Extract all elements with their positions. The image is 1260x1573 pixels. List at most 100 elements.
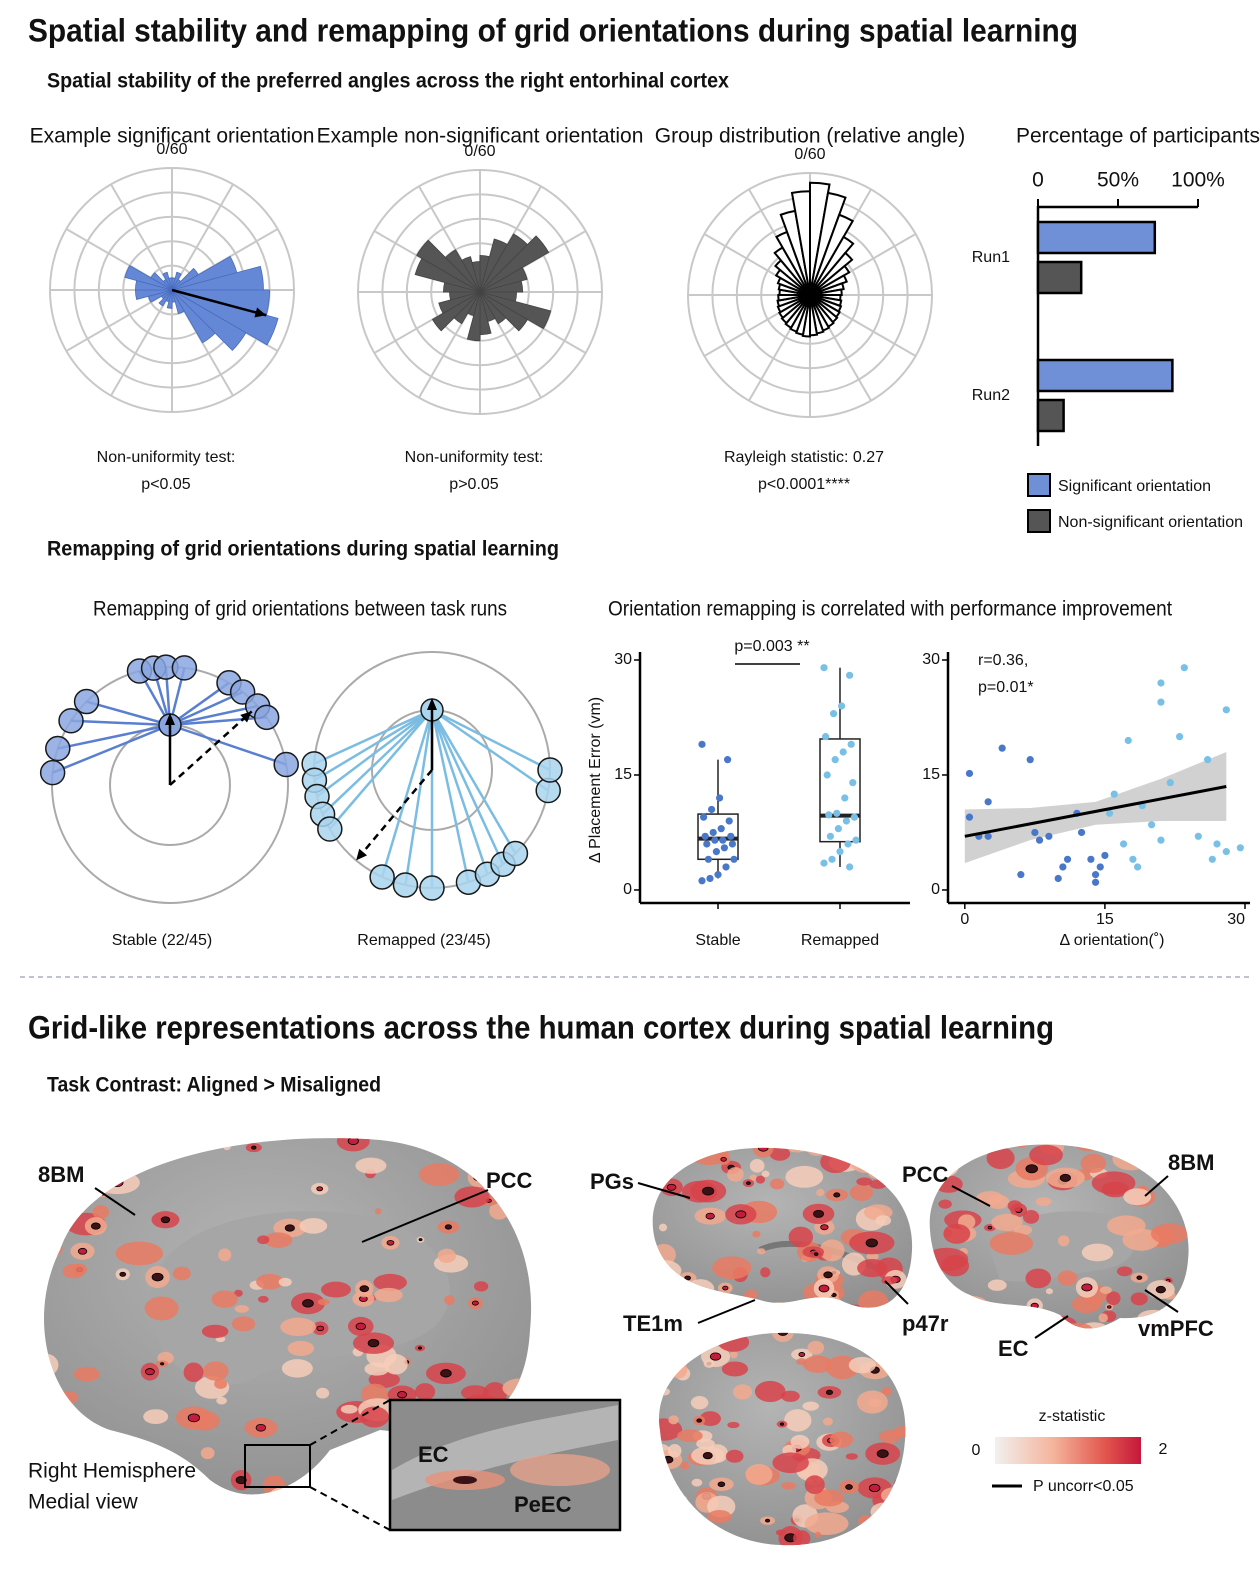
data-point xyxy=(841,794,849,802)
data-point xyxy=(698,740,706,748)
activation-blob xyxy=(712,1256,752,1280)
orientation-point xyxy=(537,757,563,783)
data-point xyxy=(1063,855,1072,863)
y-tick-label: 30 xyxy=(922,651,940,668)
polar-caption: Non-uniformity test: xyxy=(97,449,236,466)
remap-line xyxy=(430,709,489,875)
rose-petal xyxy=(777,294,811,302)
polar-caption: p>0.05 xyxy=(449,476,498,493)
activation-blob xyxy=(772,1452,809,1474)
activation-peak xyxy=(440,1369,452,1378)
inset-connector xyxy=(309,1399,391,1446)
activation-blob xyxy=(856,1177,873,1186)
activation-peak xyxy=(865,1238,878,1248)
data-point xyxy=(1157,698,1165,706)
remap-line xyxy=(57,723,171,750)
activation-blob xyxy=(334,1464,369,1488)
rose-petal xyxy=(471,261,481,293)
activation-peak xyxy=(823,1271,833,1279)
rose-petal xyxy=(776,294,811,308)
activation-blob xyxy=(802,1355,833,1373)
activation-blob xyxy=(856,1390,888,1414)
activation-blob xyxy=(1073,1144,1102,1152)
activation-blob xyxy=(849,1184,874,1201)
rose-petal xyxy=(777,294,811,320)
data-point xyxy=(717,825,725,833)
region-label: PCC xyxy=(902,1162,949,1187)
data-point xyxy=(1204,756,1212,764)
colorbar-min: 0 xyxy=(972,1442,981,1459)
activation-blob xyxy=(1057,1235,1070,1247)
remap-line xyxy=(404,709,434,886)
brain-lateral xyxy=(652,1147,913,1308)
activation-peak xyxy=(798,1352,806,1357)
activation-blob xyxy=(771,1332,794,1342)
activation-blob xyxy=(234,1289,243,1297)
data-point xyxy=(703,840,711,848)
activation-blob xyxy=(816,1188,825,1197)
data-point xyxy=(1166,779,1174,787)
activation-blob xyxy=(183,1362,204,1383)
activation-peak xyxy=(820,1224,829,1231)
activation-blob xyxy=(781,1482,796,1490)
figure-title: Spatial stability and remapping of grid … xyxy=(28,12,1078,48)
rose-petal xyxy=(479,291,552,330)
activation-peak xyxy=(473,1173,485,1182)
region-label: TE1m xyxy=(623,1311,683,1336)
activation-blob xyxy=(987,1279,1007,1291)
activation-blob xyxy=(677,1429,703,1443)
activation-blob xyxy=(317,1298,330,1306)
activation-peak xyxy=(111,1178,124,1188)
data-point xyxy=(1101,851,1109,860)
activation-blob xyxy=(828,1304,845,1308)
activation-peak xyxy=(1059,1173,1071,1182)
data-point xyxy=(712,848,721,856)
y-tick-label: Run1 xyxy=(972,249,1010,266)
activation-blob xyxy=(1112,1147,1150,1171)
data-point xyxy=(839,748,847,756)
activation-blob xyxy=(797,1147,814,1152)
activation-blob xyxy=(755,1175,766,1184)
data-point xyxy=(714,871,722,879)
activation-blob xyxy=(461,1385,489,1401)
bar xyxy=(1036,358,1174,393)
orientation-point xyxy=(273,751,299,778)
activation-blob xyxy=(976,1191,1004,1206)
activation-blob xyxy=(814,1531,822,1538)
activation-peak xyxy=(119,1271,127,1277)
activation-blob xyxy=(1106,1291,1121,1306)
activation-blob xyxy=(502,1378,532,1398)
legend-label: P uncorr<0.05 xyxy=(1033,1478,1134,1495)
leader-line xyxy=(1034,1315,1069,1339)
polar-top-label: 0/60 xyxy=(156,141,187,158)
data-point xyxy=(1031,828,1039,837)
x-tick-label: 100% xyxy=(1171,169,1225,192)
activation-peak xyxy=(160,1362,165,1366)
rose-petal xyxy=(809,282,845,296)
activation-blob xyxy=(707,1510,732,1524)
activation-blob xyxy=(904,1396,906,1403)
activation-peak xyxy=(418,1238,423,1242)
activation-blob xyxy=(749,1174,758,1181)
activation-blob xyxy=(1007,1200,1023,1212)
activation-peak xyxy=(833,1192,841,1198)
orientation-point xyxy=(369,864,395,890)
activation-peak xyxy=(668,1164,673,1168)
activation-blob xyxy=(793,1530,811,1546)
activation-peak xyxy=(255,1423,267,1432)
activation-blob xyxy=(44,1353,59,1377)
activation-blob xyxy=(1063,1322,1094,1329)
rose-petal xyxy=(416,239,481,293)
section-subtitle: Remapping of grid orientations during sp… xyxy=(47,538,559,561)
orientation-point xyxy=(253,704,280,731)
orientation-point xyxy=(502,840,529,867)
activation-blob xyxy=(257,1235,270,1245)
orientation-point xyxy=(392,872,419,898)
activation-blob xyxy=(822,1417,833,1426)
activation-peak xyxy=(187,1413,201,1423)
activation-blob xyxy=(814,1489,845,1507)
colorbar-title: z-statistic xyxy=(1039,1408,1106,1425)
activation-blob xyxy=(1012,1144,1031,1148)
leader-line xyxy=(94,1187,136,1216)
activation-blob xyxy=(173,1483,202,1495)
